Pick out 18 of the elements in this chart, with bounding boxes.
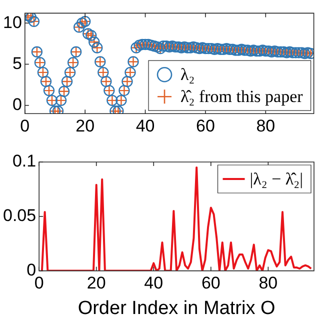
x-tick-label: 40 [144,274,164,293]
x-tick-label: 40 [136,116,155,136]
legend-label: λ₂ [180,65,195,84]
y-tick-label: 10 [2,12,22,32]
legend-label: |λ₂ − λ̂₂| [250,169,303,188]
y-tick-label: 5 [12,54,22,73]
legend-label: λ̂₂ from this paper [180,87,304,106]
x-axis-title: Order Index in Matrix O [78,298,276,319]
y-tick-label: 0 [12,95,22,114]
x-tick-label: 20 [76,116,95,136]
x-tick-label: 20 [86,274,106,293]
y-tick-label: 0 [26,260,36,280]
y-tick-label: 0.05 [2,206,36,226]
x-tick-label: 80 [258,274,278,293]
y-tick-label: 0.1 [12,152,36,171]
x-tick-label: 60 [196,116,215,136]
x-tick-label: 80 [256,116,276,136]
x-tick-label: 60 [201,274,220,293]
